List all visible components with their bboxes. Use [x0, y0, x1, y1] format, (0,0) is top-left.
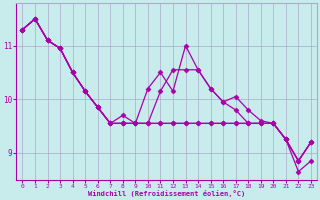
X-axis label: Windchill (Refroidissement éolien,°C): Windchill (Refroidissement éolien,°C) — [88, 190, 245, 197]
